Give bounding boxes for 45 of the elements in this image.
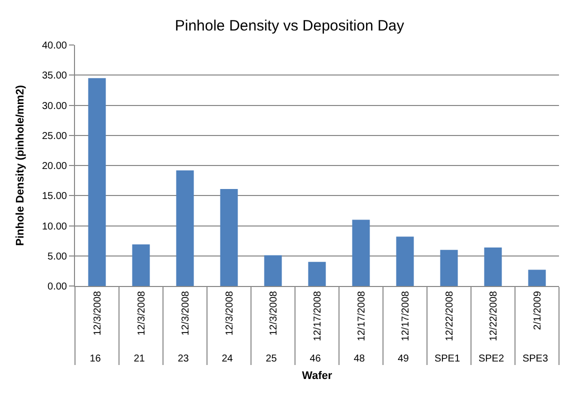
y-tick-label: 40.00 <box>42 40 68 52</box>
category-label: 24 <box>222 353 233 364</box>
category-label: SPE3 <box>522 353 548 364</box>
bar <box>308 262 326 286</box>
text: Wafer <box>302 370 333 382</box>
category-label: 12/22/2008 <box>444 291 456 342</box>
y-tick-label: 35.00 <box>42 70 68 82</box>
bar <box>352 220 370 286</box>
bar <box>396 236 414 286</box>
category-label: 12/17/2008 <box>400 291 412 342</box>
chart-title: Pinhole Density vs Deposition Day <box>174 17 405 34</box>
category-label: 12/17/2008 <box>312 291 324 342</box>
category-label: 12/17/2008 <box>356 291 368 342</box>
category-label: 12/3/2008 <box>268 291 280 336</box>
category-label: 12/3/2008 <box>92 291 104 336</box>
category-label: 12/3/2008 <box>224 291 236 336</box>
y-tick-label: 25.00 <box>42 130 68 142</box>
category-label: 2/1/2009 <box>532 291 544 330</box>
bar <box>484 247 502 286</box>
category-label: SPE1 <box>434 353 460 364</box>
bar <box>176 170 194 286</box>
category-label: 23 <box>178 353 189 364</box>
category-label: 21 <box>134 353 145 364</box>
bar <box>264 255 282 286</box>
category-label: 12/3/2008 <box>180 291 192 336</box>
bar <box>132 244 150 286</box>
category-label: 12/22/2008 <box>488 291 500 342</box>
bar <box>88 78 106 286</box>
y-tick-label: 10.00 <box>42 221 68 232</box>
category-label: 46 <box>310 353 321 364</box>
bar <box>220 189 238 286</box>
y-axis-title: Pinhole Density (pinhole/mm2) <box>14 84 27 246</box>
category-label: 16 <box>90 353 101 364</box>
category-label: 48 <box>354 353 365 364</box>
y-tick-label: 30.00 <box>42 100 68 112</box>
y-tick-label: 0.00 <box>48 282 68 292</box>
category-label: SPE2 <box>478 353 504 364</box>
y-tick-label: 15.00 <box>42 191 68 202</box>
y-tick-label: 20.00 <box>42 161 68 172</box>
bar <box>528 270 546 286</box>
bar <box>440 250 458 286</box>
category-label: 12/3/2008 <box>136 291 148 336</box>
y-tick-label: 5.00 <box>48 251 68 262</box>
category-label: 49 <box>398 353 409 364</box>
category-label: 25 <box>266 353 277 364</box>
